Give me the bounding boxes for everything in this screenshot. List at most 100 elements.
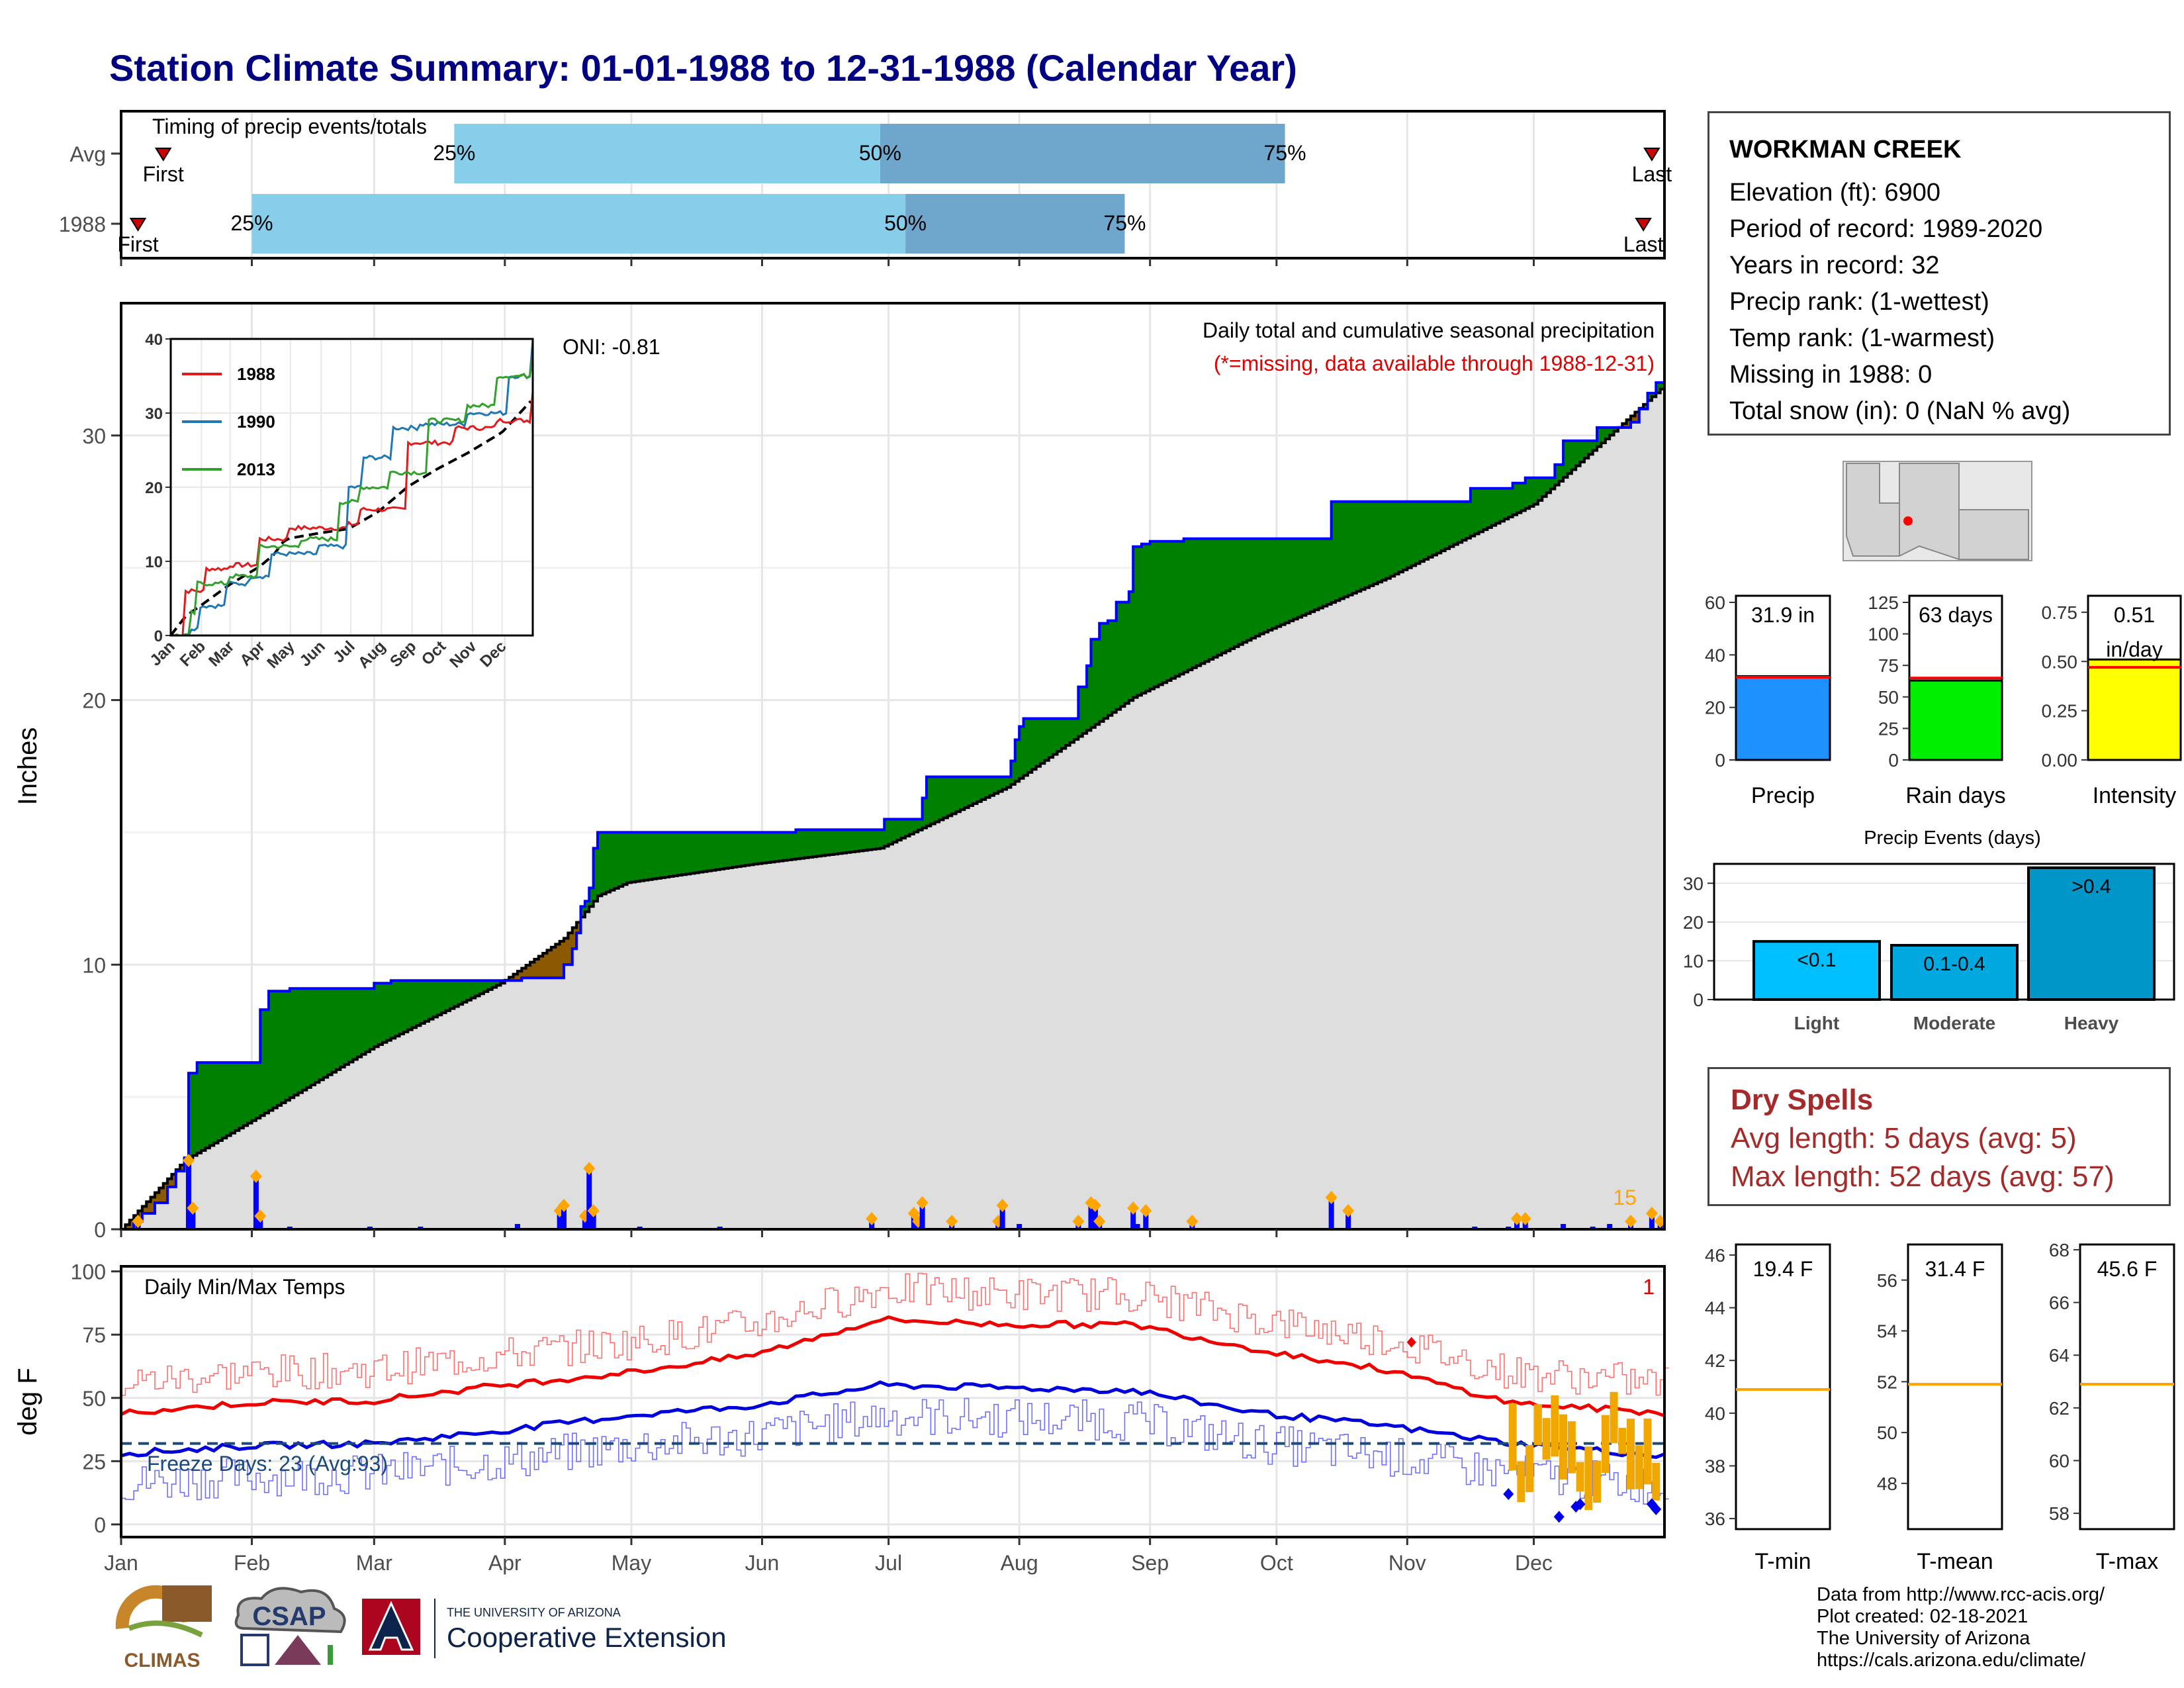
surplus-segment xyxy=(1150,541,1155,689)
daily-precip-marker xyxy=(1186,1215,1199,1229)
timing-first-marker xyxy=(154,148,172,162)
intensity-gauge-label: Intensity xyxy=(2093,783,2177,808)
precip-ytick-label: 20 xyxy=(82,689,106,713)
inset-ytick-label: 20 xyxy=(145,479,163,497)
surplus-segment xyxy=(239,1062,244,1129)
surplus-segment xyxy=(1592,440,1598,451)
intensity-gauge-value-label: in/day xyxy=(2106,637,2162,661)
station-name: WORKMAN CREEK xyxy=(1729,136,1962,164)
surplus-segment xyxy=(610,832,615,890)
surplus-segment xyxy=(652,832,657,879)
timing-bar-q3 xyxy=(880,124,1285,183)
surplus-segment xyxy=(669,832,674,877)
surplus-segment xyxy=(1293,538,1298,620)
rain-days-gauge-ytick-label: 125 xyxy=(1868,592,1899,613)
surplus-segment xyxy=(1576,440,1581,466)
rain-days-gauge-ytick-label: 50 xyxy=(1878,687,1899,708)
surplus-segment xyxy=(1201,538,1206,664)
surplus-segment xyxy=(926,776,932,826)
credit-line: Data from http://www.rcc-acis.org/ xyxy=(1817,1584,2105,1605)
deficit-segment xyxy=(509,977,514,981)
timing-first-label: First xyxy=(117,232,158,256)
surplus-segment xyxy=(1479,488,1484,532)
surplus-segment xyxy=(1091,639,1096,727)
daily-precip-marker xyxy=(583,1162,596,1176)
surplus-segment xyxy=(648,832,653,880)
month-label: Dec xyxy=(1515,1551,1553,1575)
month-label: Sep xyxy=(1131,1551,1169,1575)
inset-border xyxy=(169,338,534,637)
daily-precip-marker xyxy=(1342,1204,1355,1218)
deficit-segment xyxy=(525,965,531,978)
surplus-segment xyxy=(1032,718,1037,770)
credit-line: The University of Arizona xyxy=(1817,1628,2030,1649)
temp-anomaly-bar xyxy=(1533,1404,1542,1446)
surplus-segment xyxy=(1647,393,1653,401)
inset-legend-label: 1988 xyxy=(237,364,275,384)
surplus-segment xyxy=(888,819,893,845)
surplus-segment xyxy=(589,888,594,907)
surplus-segment xyxy=(201,1062,206,1151)
surplus-segment xyxy=(1213,538,1218,657)
timing-bar-q3 xyxy=(905,194,1125,254)
surplus-segment xyxy=(719,832,725,869)
station-elevation: Elevation (ft): 6900 xyxy=(1729,179,1940,207)
surplus-segment xyxy=(1445,501,1450,549)
daily-precip-bar xyxy=(1088,1203,1094,1229)
daily-precip-marker xyxy=(1519,1212,1531,1226)
rain-days-gauge-ytick-label: 25 xyxy=(1878,718,1899,739)
surplus-segment xyxy=(1310,538,1315,612)
surplus-segment xyxy=(1377,501,1383,583)
deficit-segment xyxy=(547,950,552,978)
surplus-segment xyxy=(479,980,484,994)
surplus-segment xyxy=(1162,541,1167,683)
surplus-segment xyxy=(1475,488,1480,534)
surplus-segment xyxy=(214,1062,219,1143)
oni-label: ONI: -0.81 xyxy=(563,335,660,359)
temp-anomaly-bar xyxy=(1643,1418,1652,1485)
surplus-segment xyxy=(344,988,349,1065)
surplus-segment xyxy=(399,980,404,1035)
daily-precip-marker xyxy=(1093,1215,1106,1229)
surplus-segment xyxy=(614,832,619,888)
surplus-segment xyxy=(678,832,683,876)
csap-logo: CSAP xyxy=(228,1579,351,1678)
surplus-segment xyxy=(673,832,678,876)
surplus-segment xyxy=(437,980,443,1015)
surplus-segment xyxy=(1470,488,1476,536)
surplus-segment xyxy=(1306,538,1311,614)
temp-gauge-ytick-label: 50 xyxy=(1877,1423,1897,1443)
record-low-marker xyxy=(1651,1503,1662,1515)
timing-p50-label: 50% xyxy=(884,211,927,235)
surplus-segment xyxy=(1276,538,1281,627)
dry-spells-max: Max length: 52 days (avg: 57) xyxy=(1731,1160,2115,1193)
surplus-segment xyxy=(273,991,278,1108)
surplus-segment xyxy=(922,798,927,828)
surplus-segment xyxy=(496,980,502,986)
surplus-segment xyxy=(429,980,434,1019)
surplus-segment xyxy=(1449,501,1455,547)
surplus-segment xyxy=(1048,718,1054,758)
surplus-segment xyxy=(998,776,1003,792)
uofa-logo: THE UNIVERSITY OF ARIZONA Cooperative Ex… xyxy=(361,1595,745,1668)
precip-gauge-ytick-label: 60 xyxy=(1705,592,1725,613)
surplus-segment xyxy=(369,988,375,1050)
surplus-segment xyxy=(1242,538,1248,643)
surplus-segment xyxy=(660,832,666,878)
surplus-segment xyxy=(285,991,291,1101)
surplus-segment xyxy=(463,980,468,1003)
surplus-segment xyxy=(1567,440,1572,474)
temp-ytick-label: 75 xyxy=(82,1323,106,1347)
surplus-segment xyxy=(193,1073,198,1156)
daily-precip-bar xyxy=(561,1205,567,1229)
surplus-segment xyxy=(1483,488,1488,530)
surplus-segment xyxy=(1382,501,1387,581)
temp-gauge-ytick-label: 40 xyxy=(1705,1403,1725,1424)
station-precip-rank: Precip rank: (1-wettest) xyxy=(1729,288,1989,316)
surplus-segment xyxy=(1015,739,1020,782)
surplus-segment xyxy=(332,988,337,1072)
surplus-segment xyxy=(1348,501,1353,595)
surplus-segment xyxy=(931,776,936,824)
surplus-segment xyxy=(387,983,392,1041)
precip-gauge-ytick-label: 0 xyxy=(1715,750,1725,771)
